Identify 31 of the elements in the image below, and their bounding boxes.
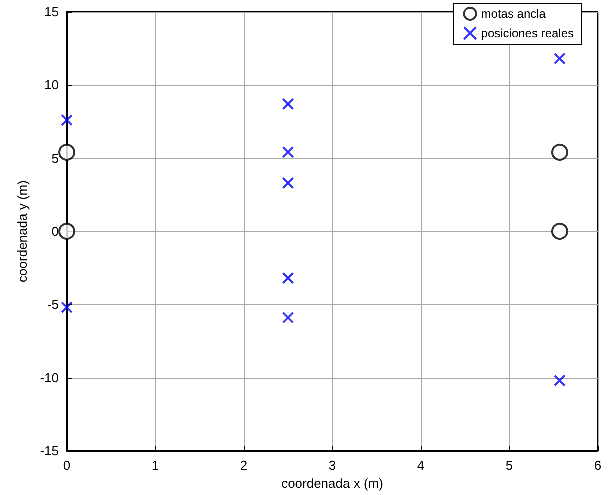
y-axis-title: coordenada y (m) [15,180,30,282]
point [58,144,76,161]
y-tick-label: 0 [52,224,59,239]
point [551,223,568,240]
point [58,223,76,240]
x-tick-label: 0 [63,458,71,473]
y-tick-label: 10 [44,78,59,93]
point [282,312,294,324]
legend-label: posiciones reales [481,26,574,40]
x-axis-title: coordenada x (m) [282,476,384,491]
y-tick-label: -10 [40,370,59,386]
point [61,302,73,314]
y-tick-label: 5 [52,150,59,166]
x-tick-label: 6 [594,458,602,473]
x-tick-label: 2 [240,458,248,473]
y-tick-label: 15 [44,4,59,20]
y-tick-label: -5 [47,297,59,312]
point [282,146,294,158]
point [282,98,294,110]
point [554,52,566,65]
point [551,144,568,161]
x-tick-label: 5 [506,458,514,473]
x-tick-label: 3 [328,458,336,473]
point [282,177,294,190]
point [554,374,566,387]
x-tick-label: 4 [417,458,425,473]
point [282,272,294,284]
point [61,114,73,126]
x-tick-label: 1 [152,458,160,473]
legend-label: motas ancla [481,7,546,21]
y-tick-label: -15 [40,444,59,458]
